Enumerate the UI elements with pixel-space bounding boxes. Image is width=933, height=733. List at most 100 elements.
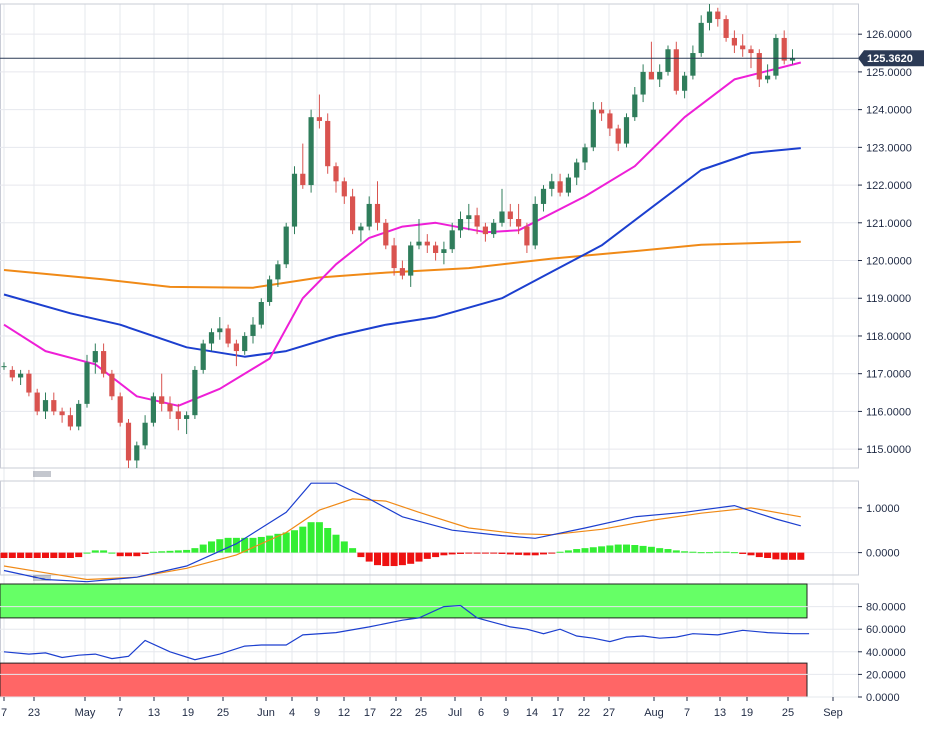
candle-body bbox=[615, 128, 621, 144]
candle bbox=[101, 343, 107, 378]
macd-histogram-bar bbox=[623, 544, 630, 553]
candle bbox=[184, 411, 190, 435]
candle bbox=[67, 407, 73, 431]
rsi-tick-label: 80.0000 bbox=[866, 602, 906, 614]
candle bbox=[333, 162, 339, 193]
candle-body bbox=[67, 415, 73, 427]
macd-histogram-bar bbox=[672, 550, 680, 553]
price-tick-label: 120.0000 bbox=[866, 256, 912, 268]
candle bbox=[648, 41, 654, 80]
date-tick-label: 25 bbox=[415, 707, 427, 719]
macd-histogram-bar bbox=[747, 552, 755, 556]
candle bbox=[574, 158, 580, 186]
macd-histogram-bar bbox=[83, 552, 91, 554]
price-tick-label: 123.0000 bbox=[866, 142, 912, 154]
date-tick-label: 9 bbox=[314, 707, 320, 719]
date-tick-label: 27 bbox=[603, 707, 615, 719]
price-tick-label: 121.0000 bbox=[866, 218, 912, 230]
candle-body bbox=[599, 109, 605, 114]
candle bbox=[109, 369, 115, 401]
rsi-oversold-zone bbox=[0, 662, 808, 698]
rsi-overbought-zone bbox=[0, 583, 808, 619]
candle bbox=[540, 185, 547, 212]
candle bbox=[507, 203, 513, 227]
macd-histogram-bar bbox=[232, 537, 240, 553]
candle-body bbox=[499, 211, 505, 223]
candle bbox=[275, 260, 281, 287]
price-tick-label: 126.0000 bbox=[866, 29, 912, 41]
candle-body bbox=[291, 173, 298, 227]
date-tick-label: 7 bbox=[1, 707, 7, 719]
macd-histogram-bar bbox=[390, 552, 398, 567]
macd-histogram-bar bbox=[515, 552, 523, 555]
date-tick-label: 25 bbox=[217, 707, 229, 719]
candle bbox=[457, 211, 464, 238]
candle bbox=[383, 219, 389, 250]
candle-body bbox=[482, 226, 488, 235]
moving-average-line-0 bbox=[3, 240, 801, 289]
candle-body bbox=[424, 241, 430, 246]
macd-histogram-bar bbox=[448, 552, 456, 555]
macd-histogram-bar bbox=[490, 552, 498, 554]
macd-histogram-bar bbox=[174, 550, 182, 553]
candle-body bbox=[549, 181, 555, 189]
candle-body bbox=[325, 120, 331, 167]
panel-resize-handle[interactable] bbox=[33, 471, 51, 477]
candle-body bbox=[433, 245, 439, 253]
macd-histogram-bar bbox=[191, 548, 199, 553]
candle bbox=[142, 415, 148, 450]
candle-body bbox=[665, 49, 671, 72]
macd-histogram-bar bbox=[91, 550, 99, 553]
candle-body bbox=[217, 328, 223, 333]
macd-histogram-bar bbox=[249, 537, 257, 553]
macd-histogram-bar bbox=[465, 552, 473, 554]
macd-histogram-bar bbox=[540, 552, 547, 555]
macd-histogram-bar bbox=[141, 552, 149, 554]
candle bbox=[499, 188, 505, 227]
date-tick-label: 12 bbox=[338, 707, 350, 719]
candle-body bbox=[383, 222, 389, 246]
macd-histogram-bar bbox=[755, 552, 763, 558]
macd-histogram-bar bbox=[531, 552, 539, 556]
candle-body bbox=[34, 392, 40, 412]
date-tick-label: 22 bbox=[390, 707, 402, 719]
date-tick-label: 17 bbox=[552, 707, 564, 719]
candle bbox=[657, 64, 663, 87]
candle bbox=[18, 369, 24, 386]
macd-histogram-bar bbox=[100, 550, 108, 553]
candle-body bbox=[731, 37, 737, 46]
price-tick-label: 119.0000 bbox=[866, 293, 911, 305]
macd-histogram-bar bbox=[125, 552, 132, 557]
candle-body bbox=[632, 94, 638, 118]
candle bbox=[615, 124, 621, 152]
macd-histogram-bar bbox=[75, 552, 83, 558]
macd-histogram-bar bbox=[282, 532, 290, 553]
price-tick-label: 116.0000 bbox=[866, 406, 911, 418]
macd-signal-line bbox=[3, 498, 801, 581]
candle bbox=[341, 177, 347, 204]
candle bbox=[623, 113, 630, 148]
candle bbox=[125, 418, 132, 468]
candle-body bbox=[358, 226, 364, 231]
candle bbox=[466, 203, 472, 231]
candle-body bbox=[225, 328, 231, 344]
macd-histogram-bar bbox=[498, 552, 506, 554]
macd-histogram-bar bbox=[564, 550, 572, 553]
candle bbox=[1, 362, 7, 370]
date-tick-label: Sep bbox=[823, 707, 843, 719]
candle bbox=[756, 49, 762, 87]
candle bbox=[316, 94, 322, 129]
candle bbox=[242, 332, 248, 355]
candle bbox=[42, 392, 49, 419]
candle bbox=[84, 354, 90, 408]
price-tick-label: 115.0000 bbox=[866, 444, 911, 456]
macd-histogram-bar bbox=[158, 551, 166, 553]
candle-body bbox=[449, 230, 455, 250]
macd-histogram-bar bbox=[149, 551, 157, 553]
candle bbox=[424, 234, 430, 253]
candle-body bbox=[300, 173, 306, 186]
rsi-line bbox=[3, 604, 810, 661]
candle bbox=[350, 188, 356, 235]
candle-body bbox=[441, 249, 447, 253]
